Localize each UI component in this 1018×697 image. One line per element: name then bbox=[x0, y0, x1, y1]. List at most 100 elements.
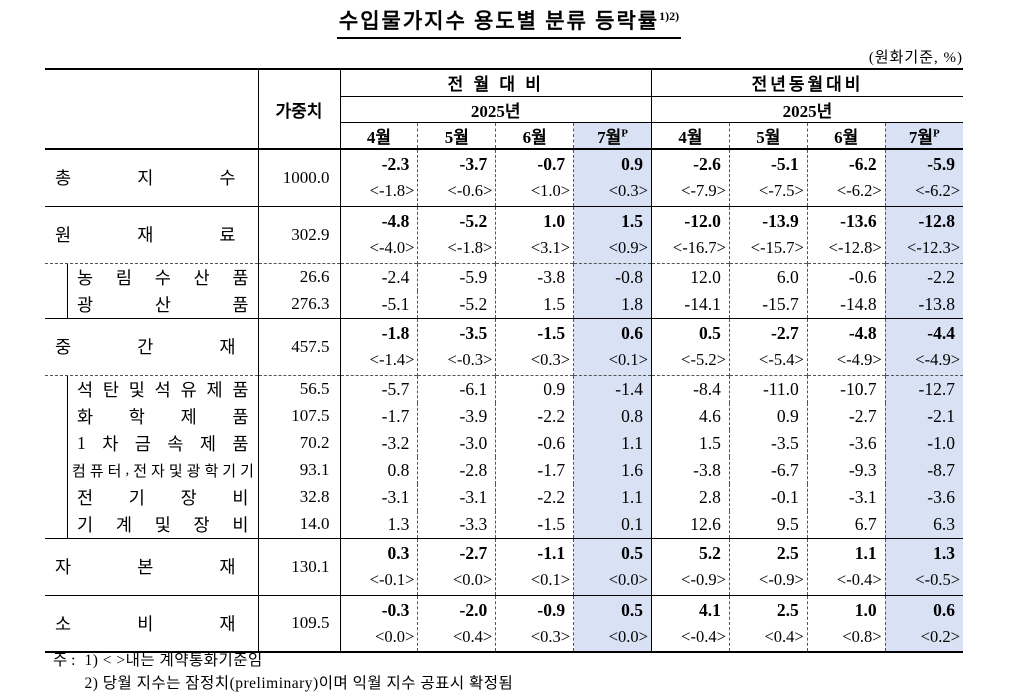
index-change-value: -3.3 bbox=[459, 513, 488, 534]
table-row: 전 기 장 비 32.8 -3.1 -3.1 -2.2 1.1 2.8 -0.1 -3.1 -3.6 bbox=[45, 483, 963, 511]
index-change-value: -5.1 bbox=[381, 293, 410, 314]
yoy-value-cell: 12.0 bbox=[651, 262, 730, 291]
index-change-value: -3.1 bbox=[459, 486, 488, 507]
yoy-value-cell: -2.2 bbox=[885, 262, 963, 291]
index-change-value: 4.1 bbox=[699, 599, 721, 620]
preliminary-mark: P bbox=[933, 127, 940, 140]
table-row: 소 비 재 109.5 -0.3 <0.0> -2.0 <0.4> -0.9 <0.3> 0.5 <0… bbox=[45, 594, 963, 652]
contract-currency-value: <0.1> bbox=[608, 350, 648, 369]
mom-value-cell: -0.8 bbox=[573, 262, 652, 291]
yoy-value-cell: 2.8 bbox=[651, 483, 730, 511]
col-header-month: 6월 bbox=[807, 122, 886, 150]
index-change-value: 0.9 bbox=[776, 405, 799, 426]
index-change-value: -3.7 bbox=[459, 154, 488, 175]
index-change-value: 0.5 bbox=[699, 323, 721, 343]
yoy-value-cell: -2.6 <-7.9> bbox=[651, 148, 730, 206]
page-title: 수입물가지수 용도별 분류 등락률1)2) bbox=[336, 5, 682, 39]
mom-year-header: 2025년 bbox=[340, 96, 652, 123]
index-change-value: -1.8 bbox=[381, 323, 410, 343]
index-change-value: -5.2 bbox=[459, 211, 488, 231]
mom-value-cell: -0.9 <0.3> bbox=[495, 594, 575, 652]
mom-value-cell: 0.8 bbox=[573, 402, 652, 430]
index-change-value: -0.8 bbox=[615, 266, 643, 287]
yoy-value-cell: 6.7 bbox=[807, 510, 886, 538]
index-change-value: -5.9 bbox=[459, 266, 488, 287]
index-change-value: -8.7 bbox=[927, 459, 955, 480]
index-change-value: 0.9 bbox=[543, 378, 566, 399]
index-change-value: -1.7 bbox=[537, 459, 566, 480]
mom-value-cell: -3.0 bbox=[417, 429, 497, 457]
yoy-value-cell: -3.1 bbox=[807, 483, 886, 511]
index-change-value: -9.3 bbox=[848, 459, 877, 480]
mom-value-cell: -1.5 <0.3> bbox=[495, 317, 575, 375]
contract-currency-value: <-4.9> bbox=[915, 350, 960, 369]
index-change-value: -1.1 bbox=[537, 543, 566, 563]
yoy-value-cell: -3.6 bbox=[807, 429, 886, 457]
index-change-value: 0.8 bbox=[621, 405, 643, 426]
index-change-value: -2.1 bbox=[927, 405, 955, 426]
yoy-value-cell: 12.6 bbox=[651, 510, 730, 538]
mom-value-cell: -5.1 bbox=[340, 290, 419, 318]
index-change-value: -6.7 bbox=[771, 459, 799, 480]
table-row: 기 계 및 장 비 14.0 1.3 -3.3 -1.5 0.1 12.6 9.5 6.7 6.3 bbox=[45, 510, 963, 538]
index-change-value: -8.4 bbox=[693, 378, 721, 399]
index-change-value: -13.8 bbox=[918, 293, 955, 314]
mom-value-cell: -3.7 <-0.6> bbox=[417, 148, 497, 206]
index-change-value: -3.8 bbox=[693, 459, 721, 480]
index-change-value: -13.6 bbox=[840, 211, 877, 231]
contract-currency-value: <0.8> bbox=[842, 626, 882, 646]
yoy-value-cell: 4.1 <-0.4> bbox=[651, 594, 730, 652]
yoy-value-cell: 1.3 <-0.5> bbox=[885, 537, 963, 595]
table-row: 광 산 품 276.3 -5.1 -5.2 1.5 1.8 -14.1 -15.7 -14.8 -13… bbox=[45, 290, 963, 318]
contract-currency-value: <-0.9> bbox=[759, 570, 804, 589]
yoy-value-cell: -6.2 <-6.2> bbox=[807, 148, 886, 206]
yoy-value-cell: -13.9 <-15.7> bbox=[729, 205, 808, 263]
mom-value-cell: 0.3 <-0.1> bbox=[340, 537, 419, 595]
contract-currency-value: <-0.4> bbox=[681, 626, 726, 646]
weight-value: 107.5 bbox=[258, 402, 341, 430]
index-change-value: 1.0 bbox=[543, 211, 566, 231]
footnote-prefix: 주 : bbox=[53, 652, 76, 669]
mom-value-cell: -1.1 <0.1> bbox=[495, 537, 575, 595]
index-change-value: -6.1 bbox=[459, 378, 488, 399]
yoy-value-cell: -11.0 bbox=[729, 374, 808, 403]
index-change-value: 9.5 bbox=[776, 513, 799, 534]
index-change-value: -2.8 bbox=[459, 459, 488, 480]
mom-value-cell: -2.3 <-1.8> bbox=[340, 148, 419, 206]
weight-value: 1000.0 bbox=[258, 148, 341, 206]
weight-value: 276.3 bbox=[258, 290, 341, 318]
index-change-value: -5.7 bbox=[381, 378, 410, 399]
col-header-month-preliminary: 7월P bbox=[885, 122, 963, 150]
contract-currency-value: <0.3> bbox=[530, 626, 571, 646]
index-change-value: -2.4 bbox=[381, 266, 410, 287]
contract-currency-value: <-16.7> bbox=[672, 238, 726, 257]
col-header-month: 4월 bbox=[340, 122, 419, 150]
mom-value-cell: 1.1 bbox=[573, 483, 652, 511]
contract-currency-value: <-0.3> bbox=[447, 350, 493, 369]
contract-currency-value: <-1.8> bbox=[447, 238, 493, 257]
weight-value: 70.2 bbox=[258, 429, 341, 457]
mom-value-cell: -0.6 bbox=[495, 429, 575, 457]
footnote-items: 1) < >내는 계약통화기준임 2) 당월 지수는 잠정치(prelimina… bbox=[84, 650, 513, 695]
yoy-value-cell: -13.8 bbox=[885, 290, 963, 318]
title-area: 수입물가지수 용도별 분류 등락률1)2) bbox=[0, 5, 1018, 39]
yoy-value-cell: 1.0 <0.8> bbox=[807, 594, 886, 652]
mom-value-cell: -3.3 bbox=[417, 510, 497, 538]
yoy-year-header: 2025년 bbox=[651, 96, 963, 123]
mom-value-cell: -5.2 bbox=[417, 290, 497, 318]
weight-column-header: 가중치 bbox=[258, 69, 341, 150]
yoy-value-cell: 1.5 bbox=[651, 429, 730, 457]
index-change-value: -15.7 bbox=[762, 293, 799, 314]
index-change-value: -4.8 bbox=[848, 323, 877, 343]
index-change-value: 12.0 bbox=[690, 266, 721, 287]
index-change-value: -1.7 bbox=[381, 405, 410, 426]
contract-currency-value: <0.0> bbox=[608, 570, 648, 589]
yoy-value-cell: -5.9 <-6.2> bbox=[885, 148, 963, 206]
yoy-value-cell: -5.1 <-7.5> bbox=[729, 148, 808, 206]
